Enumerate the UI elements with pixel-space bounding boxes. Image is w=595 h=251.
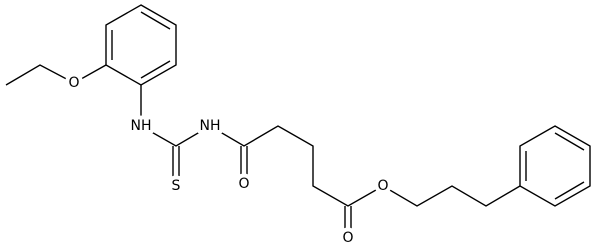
double-bond	[554, 132, 585, 151]
double-bond	[140, 60, 171, 79]
bond	[5, 64, 107, 86]
atom-label: O	[68, 75, 79, 91]
atom-label: O	[377, 178, 388, 194]
ring	[105, 4, 177, 86]
atom-label: NH	[200, 118, 221, 134]
double-bond	[140, 11, 171, 30]
atom-label: O	[238, 176, 249, 192]
bond	[140, 85, 521, 207]
double-bond	[554, 181, 585, 200]
bonds	[5, 4, 591, 238]
atom-label: S	[172, 178, 181, 194]
ring	[519, 125, 591, 207]
atom-label: NH	[131, 118, 152, 134]
atom-label: O	[342, 230, 353, 246]
